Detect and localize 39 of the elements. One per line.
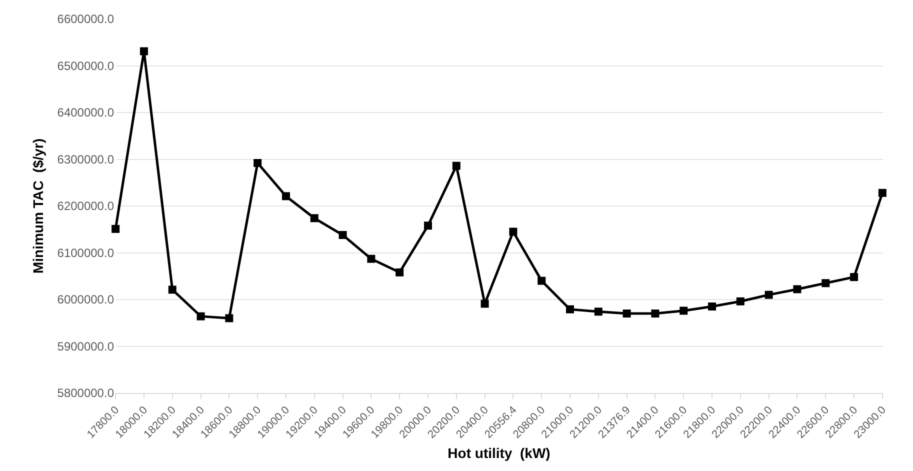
y-tick-label: 6100000.0 — [57, 246, 114, 260]
y-tick-label: 6000000.0 — [57, 292, 114, 307]
y-tick-label: 5900000.0 — [57, 339, 114, 354]
point — [254, 158, 262, 167]
point — [480, 300, 489, 308]
point — [822, 279, 830, 288]
point — [764, 290, 773, 299]
point — [680, 306, 688, 315]
y-tick-label: 6500000.0 — [57, 58, 114, 73]
point — [338, 230, 347, 239]
point — [651, 310, 660, 318]
y-tick-label: 6300000.0 — [57, 152, 114, 166]
point — [424, 222, 432, 230]
point — [112, 224, 120, 233]
point — [140, 47, 148, 56]
point — [878, 188, 886, 197]
point — [310, 214, 318, 222]
point — [736, 297, 744, 306]
point — [566, 305, 574, 314]
point — [850, 273, 858, 282]
point — [594, 308, 602, 316]
y-axis-title: Minimum TAC ($/yr) — [30, 138, 46, 274]
point — [367, 254, 376, 263]
point — [225, 314, 234, 322]
point — [793, 285, 802, 294]
point — [622, 310, 631, 318]
point — [538, 276, 546, 285]
point — [196, 312, 205, 320]
point — [452, 162, 460, 170]
y-tick-label: 5800000.0 — [57, 386, 114, 400]
y-tick-label: 6600000.0 — [57, 12, 114, 26]
y-tick-label: 6400000.0 — [57, 106, 114, 120]
point — [168, 286, 176, 294]
point — [509, 228, 518, 236]
point — [282, 192, 290, 200]
point — [396, 268, 404, 276]
point — [708, 302, 716, 311]
y-tick-label: 6200000.0 — [57, 199, 114, 214]
x-axis-title: Hot utility (kW) — [448, 445, 550, 462]
